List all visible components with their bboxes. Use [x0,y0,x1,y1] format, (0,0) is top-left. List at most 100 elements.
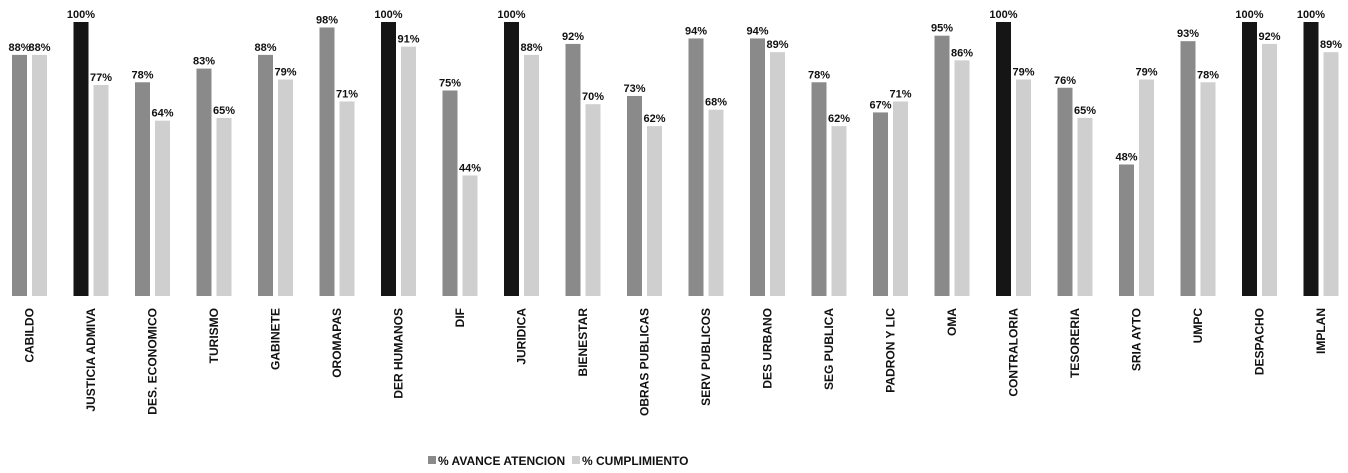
category-label-des-urbano: DES URBANO [761,308,775,389]
bar-avance-oromapas [319,27,335,296]
label-avance-des-urbano: 94% [746,25,768,37]
bar-cumplimiento-juridica [524,54,539,296]
bar-avance-bienestar [565,43,581,296]
category-label-obras-publicas: OBRAS PUBLICAS [638,308,652,416]
label-cumplimiento-cabildo: 88% [28,42,50,54]
category-label-cabildo: CABILDO [23,308,37,363]
label-avance-des-economico: 78% [131,69,153,81]
bar-cumplimiento-bienestar [585,104,601,296]
bar-cumplimiento-tesoreria [1077,117,1093,297]
label-avance-contraloria: 100% [989,9,1017,21]
label-avance-oma: 95% [931,23,953,35]
label-cumplimiento-obras-publicas: 62% [643,113,665,125]
label-avance-justicia-admiva: 100% [67,9,95,21]
label-cumplimiento-seg-publica: 62% [828,113,850,125]
label-cumplimiento-justicia-admiva: 77% [90,72,112,84]
label-avance-dif: 75% [439,78,461,90]
category-label-oromapas: OROMAPAS [330,308,344,378]
bar-cumplimiento-oma [954,60,970,296]
category-label-tesoreria: TESORERIA [1068,308,1082,378]
label-cumplimiento-tesoreria: 65% [1074,105,1096,117]
category-label-umpc: UMPC [1191,308,1205,344]
label-cumplimiento-der-humanos: 91% [397,34,419,46]
label-avance-implan: 100% [1297,9,1325,21]
label-avance-sria-ayto: 48% [1115,151,1137,163]
legend-swatch-cumplimiento [572,456,580,464]
label-cumplimiento-turismo: 65% [213,105,235,117]
category-label-seg-publica: SEG PUBLICA [822,308,836,390]
label-cumplimiento-oma: 86% [951,47,973,59]
bar-cumplimiento-sria-ayto [1139,79,1154,296]
category-label-serv-publicos: SERV PUBLICOS [699,308,713,406]
bar-avance-juridica [504,22,519,296]
bar-avance-turismo [196,68,212,296]
bar-avance-justicia-admiva [73,22,89,296]
category-label-justicia-admiva: JUSTICIA ADMIVA [84,308,98,412]
bar-cumplimiento-obras-publicas [647,126,662,297]
bar-cumplimiento-dif [462,175,478,296]
bar-cumplimiento-serv-publicos [708,109,724,297]
label-avance-gabinete: 88% [254,42,276,54]
bar-cumplimiento-seg-publica [831,126,847,297]
label-avance-padron-y-lic: 67% [869,99,891,111]
bar-cumplimiento-des-economico [155,120,170,296]
category-label-contraloria: CONTRALORIA [1007,308,1021,397]
label-avance-obras-publicas: 73% [623,83,645,95]
legend-label-avance: % AVANCE ATENCION [438,454,565,468]
category-label-der-humanos: DER HUMANOS [392,308,406,399]
bar-avance-des-urbano [750,38,765,296]
category-label-turismo: TURISMO [207,308,221,363]
category-label-des-economico: DES. ECONOMICO [146,308,160,415]
label-cumplimiento-umpc: 78% [1197,69,1219,81]
bar-cumplimiento-despacho [1262,43,1277,296]
bar-cumplimiento-cabildo [32,54,47,296]
bar-avance-padron-y-lic [873,112,888,296]
category-label-sria-ayto: SRIA AYTO [1130,308,1144,371]
label-avance-turismo: 83% [193,56,215,68]
label-cumplimiento-bienestar: 70% [582,91,604,103]
bar-avance-despacho [1242,22,1257,296]
bar-cumplimiento-contraloria [1016,79,1031,296]
label-cumplimiento-padron-y-lic: 71% [889,88,911,100]
category-label-dif: DIF [453,308,467,327]
bar-avance-seg-publica [811,82,827,296]
category-label-despacho: DESPACHO [1253,308,1267,375]
bar-cumplimiento-gabinete [278,79,293,296]
bar-cumplimiento-umpc [1200,82,1216,296]
label-avance-serv-publicos: 94% [685,25,707,37]
bar-avance-umpc [1180,41,1196,297]
label-cumplimiento-juridica: 88% [520,42,542,54]
label-cumplimiento-des-urbano: 89% [766,39,788,51]
category-label-implan: IMPLAN [1314,308,1328,354]
bar-cumplimiento-turismo [216,117,232,297]
bar-cumplimiento-des-urbano [770,52,785,296]
bar-cumplimiento-padron-y-lic [893,101,908,297]
category-label-gabinete: GABINETE [269,308,283,370]
bar-avance-tesoreria [1057,87,1073,296]
label-cumplimiento-gabinete: 79% [274,67,296,79]
label-avance-bienestar: 92% [562,31,584,43]
bar-avance-oma [934,35,950,296]
label-avance-despacho: 100% [1235,9,1263,21]
bar-avance-dif [442,90,458,296]
label-cumplimiento-dif: 44% [459,162,481,174]
bar-avance-sria-ayto [1119,164,1134,296]
label-avance-oromapas: 98% [316,14,338,26]
label-cumplimiento-oromapas: 71% [336,88,358,100]
bar-cumplimiento-der-humanos [401,46,416,296]
bar-cumplimiento-justicia-admiva [93,85,109,297]
label-cumplimiento-serv-publicos: 68% [705,97,727,109]
category-label-bienestar: BIENESTAR [576,308,590,377]
label-avance-cabildo: 88% [8,42,30,54]
category-labels-layer: CABILDO JUSTICIA ADMIVA DES. ECONOMICO TURI… [23,308,1329,416]
label-cumplimiento-despacho: 92% [1258,31,1280,43]
bar-avance-gabinete [258,54,273,296]
category-label-juridica: JURIDICA [515,308,529,365]
category-label-oma: OMA [945,308,959,336]
bar-avance-des-economico [135,82,150,296]
bar-cumplimiento-oromapas [339,101,355,297]
bars-layer [12,22,1339,297]
bar-avance-der-humanos [381,22,396,296]
label-avance-juridica: 100% [497,9,525,21]
